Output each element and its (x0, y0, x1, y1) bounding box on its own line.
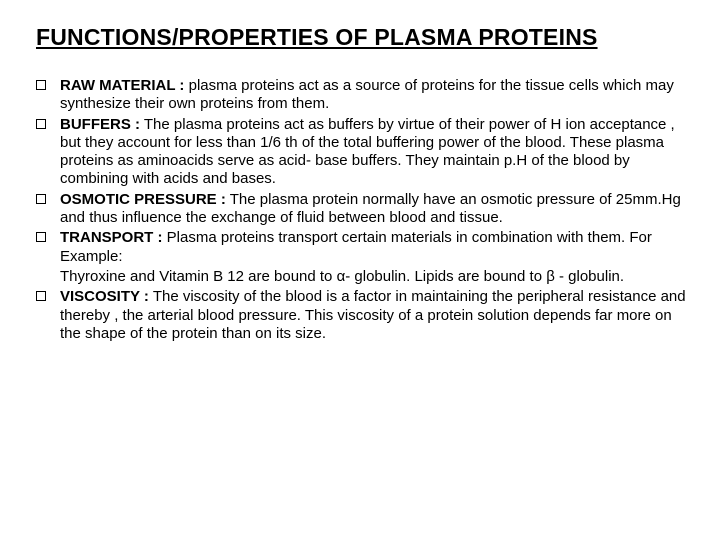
item-label: OSMOTIC PRESSURE : (60, 191, 226, 208)
item-text: The plasma proteins act as buffers by vi… (60, 116, 675, 188)
square-bullet-icon (36, 80, 46, 90)
square-bullet-icon (36, 232, 46, 242)
item-subtext: Thyroxine and Vitamin B 12 are bound to … (36, 268, 692, 286)
square-bullet-icon (36, 291, 46, 301)
bullet-list: RAW MATERIAL : plasma proteins act as a … (36, 77, 692, 343)
item-label: VISCOSITY : (60, 288, 149, 305)
square-bullet-icon (36, 194, 46, 204)
slide-container: FUNCTIONS/PROPERTIES OF PLASMA PROTEINS … (0, 0, 720, 540)
square-bullet-icon (36, 119, 46, 129)
list-item: TRANSPORT : Plasma proteins transport ce… (36, 229, 692, 266)
item-label: RAW MATERIAL : (60, 77, 184, 94)
list-item: RAW MATERIAL : plasma proteins act as a … (36, 77, 692, 114)
item-label: BUFFERS : (60, 116, 140, 133)
item-label: TRANSPORT : (60, 229, 163, 246)
list-item: VISCOSITY : The viscosity of the blood i… (36, 288, 692, 343)
list-item: BUFFERS : The plasma proteins act as buf… (36, 116, 692, 189)
slide-title: FUNCTIONS/PROPERTIES OF PLASMA PROTEINS (36, 24, 692, 51)
item-text: The viscosity of the blood is a factor i… (60, 288, 686, 342)
list-item: OSMOTIC PRESSURE : The plasma protein no… (36, 191, 692, 228)
